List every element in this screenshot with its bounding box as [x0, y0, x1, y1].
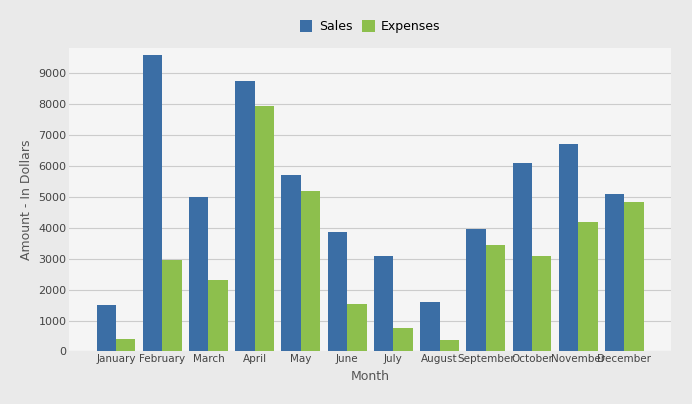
Bar	[393, 328, 412, 351]
Bar	[374, 256, 393, 351]
Legend: Sales, Expenses: Sales, Expenses	[295, 15, 446, 38]
Bar	[579, 222, 598, 351]
Bar	[420, 302, 439, 351]
Y-axis label: Amount - In Dollars: Amount - In Dollars	[20, 140, 33, 260]
Bar	[328, 232, 347, 351]
Bar	[624, 202, 644, 351]
Bar	[116, 339, 136, 351]
Bar	[189, 197, 208, 351]
Bar	[235, 81, 255, 351]
Bar	[439, 340, 459, 351]
Bar	[605, 194, 624, 351]
Bar	[301, 191, 320, 351]
Bar	[513, 163, 532, 351]
Bar	[143, 55, 162, 351]
Bar	[208, 280, 228, 351]
Bar	[486, 245, 505, 351]
Bar	[255, 106, 274, 351]
X-axis label: Month: Month	[351, 370, 390, 383]
Bar	[282, 175, 301, 351]
Bar	[466, 229, 486, 351]
Bar	[347, 303, 367, 351]
Bar	[532, 256, 552, 351]
Bar	[162, 260, 181, 351]
Bar	[559, 144, 579, 351]
Bar	[97, 305, 116, 351]
